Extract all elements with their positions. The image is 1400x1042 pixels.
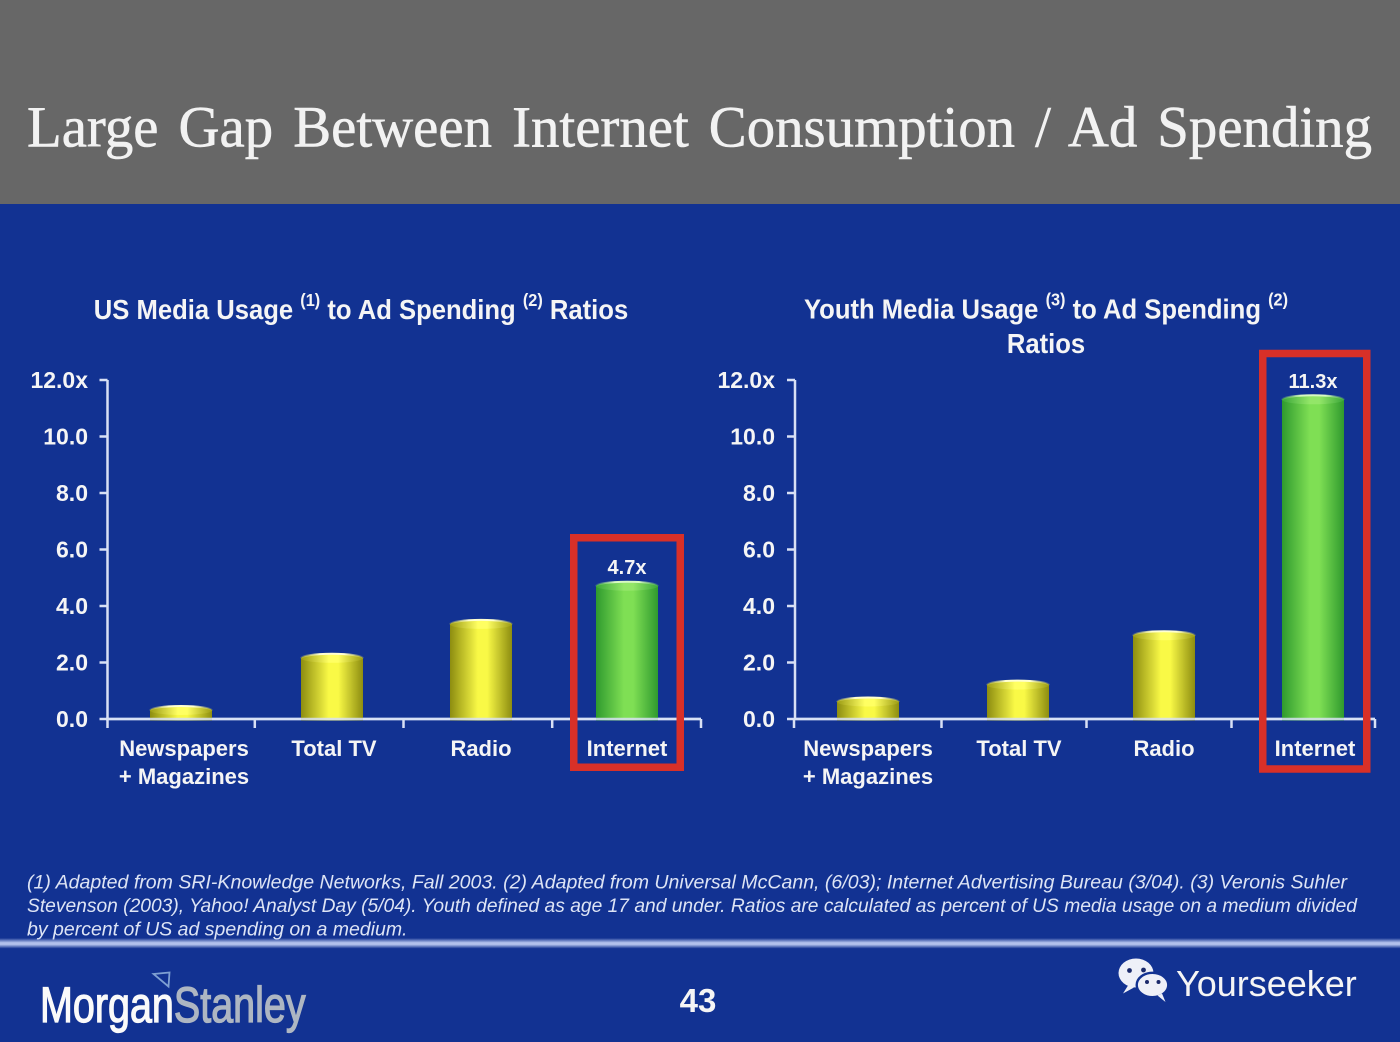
svg-text:+ Magazines: + Magazines <box>119 764 249 789</box>
svg-text:8.0: 8.0 <box>743 480 775 506</box>
svg-text:0.0: 0.0 <box>743 706 775 732</box>
svg-text:2.0: 2.0 <box>743 650 775 676</box>
svg-text:Total TV: Total TV <box>291 736 376 761</box>
svg-text:43: 43 <box>680 982 717 1019</box>
svg-text:Radio: Radio <box>450 736 511 761</box>
svg-text:Yourseeker: Yourseeker <box>1176 963 1357 1004</box>
svg-text:10.0: 10.0 <box>43 424 88 450</box>
svg-text:12.0x: 12.0x <box>30 367 88 393</box>
svg-text:by percent of US ad spending o: by percent of US ad spending on a medium… <box>27 919 407 941</box>
svg-text:(1) Adapted from SRI-Knowledge: (1) Adapted from SRI-Knowledge Networks,… <box>27 871 1349 893</box>
svg-text:Stevenson (2003), Yahoo! Analy: Stevenson (2003), Yahoo! Analyst Day (5/… <box>27 895 1358 917</box>
svg-text:2.0: 2.0 <box>56 650 88 676</box>
svg-text:Radio: Radio <box>1133 736 1194 761</box>
svg-text:6.0: 6.0 <box>56 537 88 563</box>
svg-text:+ Magazines: + Magazines <box>803 764 933 789</box>
svg-text:11.3x: 11.3x <box>1289 371 1338 393</box>
svg-text:Newspapers: Newspapers <box>119 736 249 761</box>
svg-text:Ratios: Ratios <box>1007 328 1085 359</box>
svg-text:Large Gap Between Internet Con: Large Gap Between Internet Consumption /… <box>27 95 1372 160</box>
svg-text:MorganStanley: MorganStanley <box>40 977 306 1034</box>
svg-text:0.0: 0.0 <box>56 706 88 732</box>
svg-text:US Media Usage (1) to Ad Spend: US Media Usage (1) to Ad Spending (2) Ra… <box>94 290 628 325</box>
svg-text:4.0: 4.0 <box>56 593 88 619</box>
svg-text:Internet: Internet <box>587 736 668 761</box>
svg-text:Youth Media Usage (3) to Ad Sp: Youth Media Usage (3) to Ad Spending (2) <box>804 290 1288 325</box>
svg-text:Total TV: Total TV <box>976 736 1061 761</box>
svg-text:4.7x: 4.7x <box>608 557 647 579</box>
svg-text:12.0x: 12.0x <box>717 367 775 393</box>
svg-text:8.0: 8.0 <box>56 480 88 506</box>
svg-text:6.0: 6.0 <box>743 537 775 563</box>
svg-text:4.0: 4.0 <box>743 593 775 619</box>
svg-text:Newspapers: Newspapers <box>803 736 933 761</box>
svg-text:Internet: Internet <box>1275 736 1356 761</box>
svg-text:10.0: 10.0 <box>730 424 775 450</box>
